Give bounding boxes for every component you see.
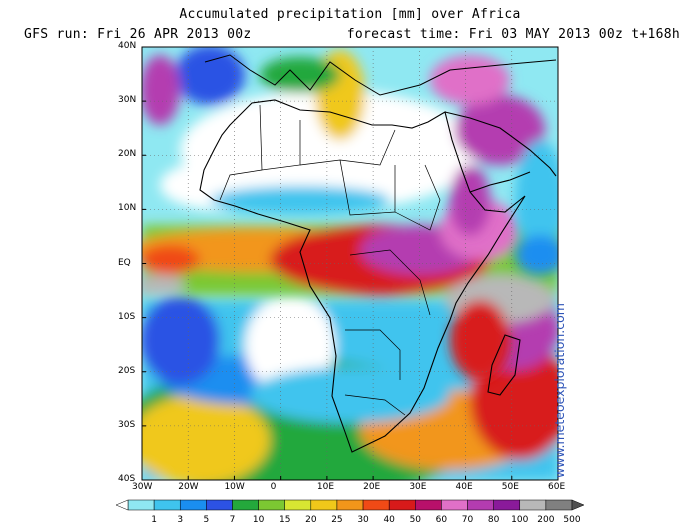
colorbar-label: 500 [563,515,580,525]
africa-coastline [199,99,526,453]
colorbar-label: 200 [537,515,554,525]
precipitation-field [142,47,558,480]
lon-label: 30W [132,482,153,492]
lat-label: 30N [118,95,137,106]
colorbar-low-arrow [115,499,129,511]
colorbar-swatch [362,499,390,511]
lat-label: 10S [118,311,136,322]
lat-label: EQ [118,257,131,268]
colorbar-swatch [467,499,494,511]
colorbar-swatch [206,499,233,511]
lon-label: 20E [363,482,381,492]
colorbar-label: 80 [488,515,500,525]
arabia-coastline [444,111,557,193]
colorbar-label: 7 [230,515,236,525]
lat-label: 10N [118,203,137,214]
colorbar-high-arrow [571,499,585,511]
colorbar-label: 30 [357,515,369,525]
colorbar: 1 3 5 7 10 15 20 25 30 40 50 60 70 80 100 200 500 [115,499,585,525]
colorbar-label: 15 [279,515,290,525]
lon-label: 10W [224,482,245,492]
colorbar-swatch [310,499,338,511]
watermark-text: www.meteoexploration.com [552,303,567,478]
colorbar-swatch [388,499,416,511]
colorbar-label: 100 [511,515,528,525]
colorbar-swatch [284,499,312,511]
chart-title: Accumulated precipitation [mm] over Afri… [179,7,521,22]
lon-label: 20W [178,482,199,492]
colorbar-swatch [127,499,155,511]
lat-label: 40S [118,474,136,484]
lat-label: 20N [118,149,137,160]
colorbar-swatch [493,499,521,511]
madagascar-coastline [487,334,521,396]
forecast-time-label: forecast time: Fri 03 MAY 2013 00z t+168… [346,27,680,42]
colorbar-swatch [415,499,442,511]
colorbar-label: 60 [436,515,448,525]
graticule [142,47,558,480]
colorbar-swatch [545,499,573,511]
colorbar-label: 25 [331,515,342,525]
lon-label: 60E [548,482,566,492]
lon-label: 40E [455,482,473,492]
colorbar-swatch [179,499,207,511]
colorbar-label: 20 [305,515,317,525]
colorbar-swatch [519,499,547,511]
colorbar-label: 50 [410,515,422,525]
lon-label: 50E [501,482,519,492]
lat-label: 20S [118,365,136,376]
lon-label: 10E [316,482,335,492]
colorbar-label: 5 [203,515,209,525]
colorbar-label: 40 [383,515,395,525]
colorbar-swatch [441,499,468,511]
colorbar-swatch [258,499,285,511]
colorbar-swatch [232,499,259,511]
gfs-run-label: GFS run: Fri 26 APR 2013 00z [24,27,252,42]
colorbar-label: 3 [177,515,183,525]
lon-label: 0 [270,482,277,492]
colorbar-swatch [153,499,181,511]
lat-label: 40N [118,41,137,51]
colorbar-swatch [336,499,364,511]
colorbar-label: 1 [151,515,157,525]
axis-ticks [141,46,559,481]
lon-label: 30E [409,482,427,492]
colorbar-label: 10 [253,515,265,525]
colorbar-label: 70 [462,515,474,525]
lat-label: 30S [118,419,136,430]
country-borders [219,104,441,416]
europe-coastline [204,54,557,96]
